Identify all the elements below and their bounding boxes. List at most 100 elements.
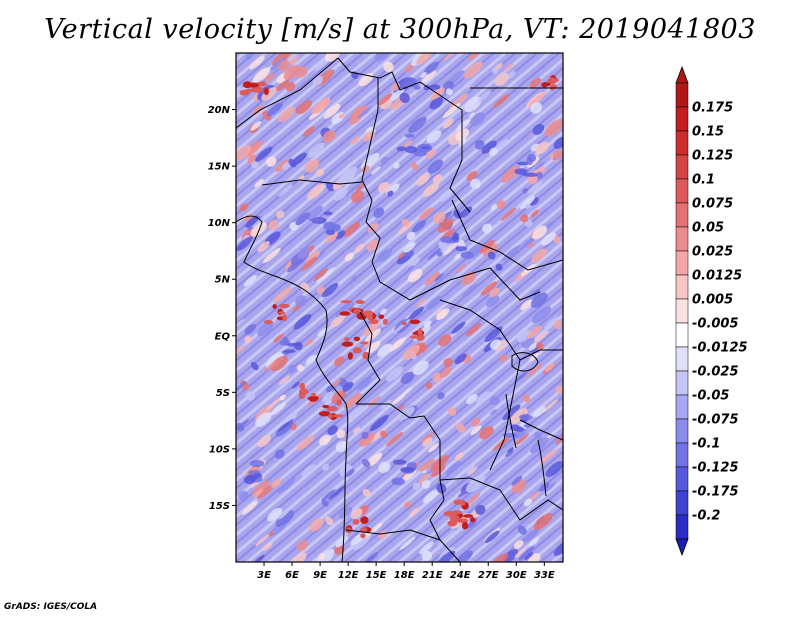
velocity-cell — [321, 283, 339, 298]
velocity-cell — [351, 105, 367, 120]
velocity-cell — [363, 340, 372, 348]
velocity-cell — [366, 239, 379, 252]
velocity-cell — [321, 499, 329, 507]
velocity-cell — [332, 378, 342, 387]
velocity-cell — [544, 316, 559, 329]
velocity-cell — [282, 162, 291, 170]
velocity-cell — [304, 159, 320, 173]
velocity-cell — [399, 536, 416, 551]
velocity-cell — [305, 338, 314, 347]
x-tick-label: 27E — [478, 570, 499, 581]
velocity-cell — [475, 504, 486, 515]
velocity-cell — [396, 146, 407, 152]
velocity-cell — [297, 247, 311, 259]
colorbar-label: -0.005 — [692, 317, 739, 332]
velocity-cell — [391, 477, 406, 486]
velocity-cell — [462, 514, 474, 518]
velocity-cell — [236, 86, 244, 99]
velocity-cell — [459, 518, 468, 524]
velocity-cell — [413, 85, 421, 90]
velocity-cell — [374, 53, 393, 62]
velocity-cell — [445, 88, 453, 96]
velocity-cell — [458, 206, 473, 219]
velocity-cell — [342, 381, 354, 392]
velocity-cell — [311, 96, 331, 113]
velocity-cell — [385, 432, 404, 447]
lake-malawi — [537, 439, 547, 497]
colorbar-label: 0.005 — [692, 293, 733, 308]
velocity-cell — [376, 248, 393, 263]
velocity-cell — [490, 203, 499, 211]
velocity-cell — [451, 321, 466, 334]
velocity-cell — [423, 61, 439, 75]
velocity-cell — [443, 358, 453, 368]
velocity-cell — [272, 524, 287, 536]
velocity-cell — [485, 530, 500, 543]
velocity-cell — [404, 133, 415, 138]
velocity-cell — [449, 514, 460, 523]
velocity-cell — [270, 57, 286, 71]
x-tick-label: 15E — [366, 570, 387, 581]
velocity-cell — [378, 93, 393, 106]
y-tick-label: EQ — [215, 331, 231, 342]
velocity-cell — [343, 393, 362, 409]
velocity-cell — [463, 61, 483, 79]
velocity-cell — [288, 552, 307, 562]
velocity-cell — [382, 318, 388, 325]
velocity-cell — [241, 501, 258, 515]
velocity-cell — [257, 241, 270, 253]
velocity-cell — [481, 140, 497, 154]
border-angola-zambia — [429, 479, 461, 563]
velocity-cell — [404, 77, 417, 84]
velocity-cell — [301, 256, 318, 271]
velocity-cell — [236, 345, 246, 359]
velocity-cell — [532, 124, 545, 135]
velocity-cell — [324, 53, 342, 62]
colorbar-segment — [675, 82, 689, 108]
colorbar-segment — [675, 466, 689, 492]
velocity-cell — [495, 138, 509, 150]
velocity-cell — [268, 531, 275, 537]
velocity-cell — [483, 243, 499, 258]
velocity-cell — [277, 477, 296, 494]
velocity-cell — [362, 488, 371, 498]
velocity-cell — [278, 106, 296, 123]
velocity-cell — [236, 145, 252, 161]
velocity-cell — [255, 146, 273, 162]
velocity-cell — [295, 212, 311, 226]
velocity-cell — [282, 314, 288, 322]
velocity-cell — [503, 63, 514, 72]
velocity-cell — [265, 156, 277, 167]
velocity-cell — [466, 393, 478, 405]
velocity-cell — [275, 510, 295, 527]
velocity-cell — [510, 408, 528, 425]
velocity-cell — [287, 364, 297, 374]
colorbar-top-arrow — [675, 65, 689, 84]
velocity-cell — [436, 550, 456, 562]
velocity-cell — [296, 435, 315, 451]
velocity-cell — [518, 546, 535, 561]
velocity-cell — [514, 168, 528, 175]
velocity-cell — [283, 349, 296, 354]
x-tick-label: 18E — [394, 570, 415, 581]
velocity-cell — [431, 464, 446, 477]
colorbar-bottom-arrow — [675, 538, 689, 557]
velocity-cell — [236, 236, 253, 251]
velocity-cell — [356, 376, 372, 391]
velocity-cell — [536, 171, 543, 179]
velocity-cell — [252, 105, 263, 115]
velocity-cell — [438, 530, 456, 546]
velocity-cell — [514, 426, 525, 432]
velocity-cell — [455, 264, 466, 274]
velocity-cell — [502, 404, 521, 421]
colorbar-segment — [675, 226, 689, 252]
velocity-cell — [413, 360, 429, 376]
velocity-cell — [335, 536, 349, 548]
velocity-cell — [357, 106, 372, 119]
velocity-cell — [254, 179, 264, 188]
velocity-cell — [274, 159, 289, 172]
velocity-cell — [255, 412, 272, 427]
colorbar-label: 0.075 — [692, 197, 733, 212]
velocity-cell — [309, 218, 324, 222]
velocity-cell — [421, 480, 431, 489]
